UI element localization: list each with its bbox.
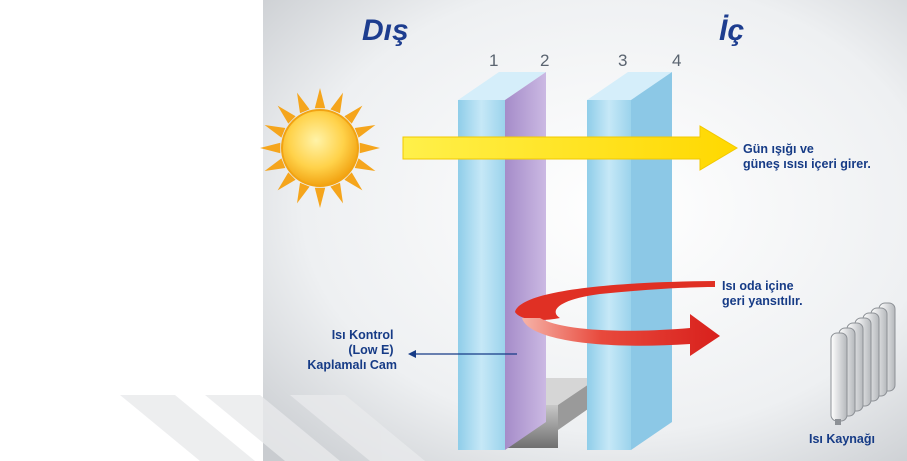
sun-ray	[344, 105, 363, 124]
heat-reflected-note-line-2: geri yansıtılır.	[722, 294, 803, 308]
sun-ray	[359, 142, 380, 154]
radiator-icon	[830, 302, 896, 425]
pane-number-3: 3	[618, 51, 627, 70]
sun-ray	[330, 182, 343, 204]
sun-ray	[314, 88, 326, 109]
pane-number-2: 2	[540, 51, 549, 70]
lowe-glass-note-line-2: (Low E)	[348, 343, 393, 357]
heat-source-label: Isı Kaynağı	[809, 432, 875, 446]
pane-number-1: 1	[489, 51, 498, 70]
radiator-foot	[835, 419, 841, 425]
watermark-stripes	[120, 395, 425, 461]
inside-label: İç	[719, 14, 744, 47]
sunlight-note-line-2: güneş ısısı içeri girer.	[743, 157, 871, 171]
sun-ray	[264, 158, 286, 171]
lowe-glass-note-line-3: Kaplamalı Cam	[307, 358, 397, 372]
lowe-pointer-arrow	[408, 350, 517, 358]
outer-glass-pane	[458, 72, 546, 450]
sun-ray	[344, 172, 363, 191]
sun-ray	[260, 142, 281, 154]
sunlight-note: Gün ışığı ve güneş ısısı içeri girer.	[743, 142, 871, 171]
sun-icon	[260, 88, 380, 208]
heat-reflected-note-line-1: Isı oda içine	[722, 279, 794, 293]
heat-reflection-arrow	[515, 281, 720, 356]
sun-ray	[354, 158, 376, 171]
low-e-coating	[505, 72, 546, 450]
sun-ray	[354, 125, 376, 138]
sun-ray	[264, 125, 286, 138]
sun-ray	[330, 92, 343, 114]
inner-glass-pane	[587, 72, 672, 450]
outside-label: Dış	[362, 14, 409, 47]
sun-ray	[297, 182, 310, 204]
sun-disc	[281, 109, 359, 187]
sun-ray	[297, 92, 310, 114]
heat-reflected-note: Isı oda içine geri yansıtılır.	[722, 279, 803, 308]
sunlight-note-line-1: Gün ışığı ve	[743, 142, 814, 156]
lowe-glass-note: Isı Kontrol (Low E) Kaplamalı Cam	[307, 328, 397, 372]
pane-number-4: 4	[672, 51, 681, 70]
sun-ray	[277, 105, 296, 124]
lowe-glass-note-line-1: Isı Kontrol	[332, 328, 394, 342]
sunlight-arrow	[402, 125, 738, 171]
sun-ray	[314, 187, 326, 208]
sun-ray	[277, 172, 296, 191]
radiator-fin	[830, 332, 848, 422]
